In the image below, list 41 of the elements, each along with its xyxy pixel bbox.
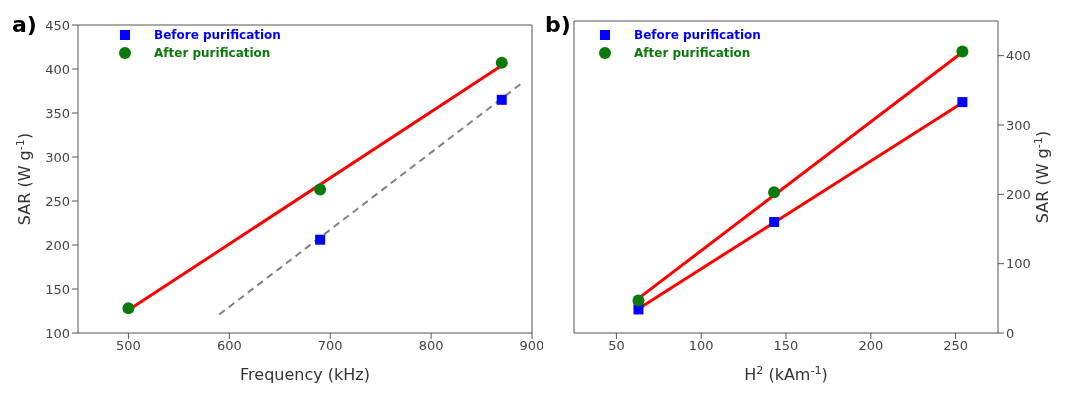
y2-tick-label: 300 <box>1006 117 1031 133</box>
point <box>315 234 326 245</box>
y-tick-label: 450 <box>45 17 70 33</box>
y-tick-label: 250 <box>45 193 70 209</box>
y-tick-label: 300 <box>45 149 70 165</box>
x-tick-label: 500 <box>116 338 141 354</box>
y-tick-label: 150 <box>45 281 70 297</box>
legend-label: After purification <box>154 46 271 60</box>
point <box>769 217 780 228</box>
point <box>122 302 135 315</box>
x-tick-label: 200 <box>858 338 884 354</box>
y-tick-label: 400 <box>45 61 70 77</box>
point <box>957 97 968 108</box>
x-tick-label: 50 <box>608 338 625 354</box>
point <box>314 183 327 196</box>
point <box>768 186 781 199</box>
y-tick-label: 100 <box>45 325 70 341</box>
y2-tick-label: 200 <box>1006 186 1031 202</box>
legend-label: Before purification <box>634 28 761 42</box>
x-tick-label: 100 <box>688 338 714 354</box>
point <box>632 294 645 307</box>
x-tick-label: 700 <box>317 338 343 354</box>
legend-label: Before purification <box>154 28 281 42</box>
y2-tick-label: 400 <box>1006 48 1031 64</box>
point <box>956 45 969 58</box>
x-tick-label: 600 <box>216 338 242 354</box>
y-tick-label: 200 <box>45 237 70 253</box>
x-tick-label: 900 <box>519 338 545 354</box>
x-tick-label: 800 <box>418 338 444 354</box>
y2-tick-label: 0 <box>1006 325 1015 341</box>
x-tick-label: 150 <box>773 338 799 354</box>
point <box>496 94 507 105</box>
chart-title: a) <box>12 12 37 37</box>
x-axis-title: Frequency (kHz) <box>240 365 370 384</box>
y2-tick-label: 100 <box>1006 256 1031 272</box>
y-tick-label: 350 <box>45 105 70 121</box>
x-tick-label: 250 <box>943 338 969 354</box>
x-axis-title: H$^{2}$ (kAm$^{-1}$) <box>744 363 828 384</box>
legend-label: After purification <box>634 46 751 60</box>
chart-title: b) <box>545 12 571 37</box>
point <box>495 56 508 69</box>
